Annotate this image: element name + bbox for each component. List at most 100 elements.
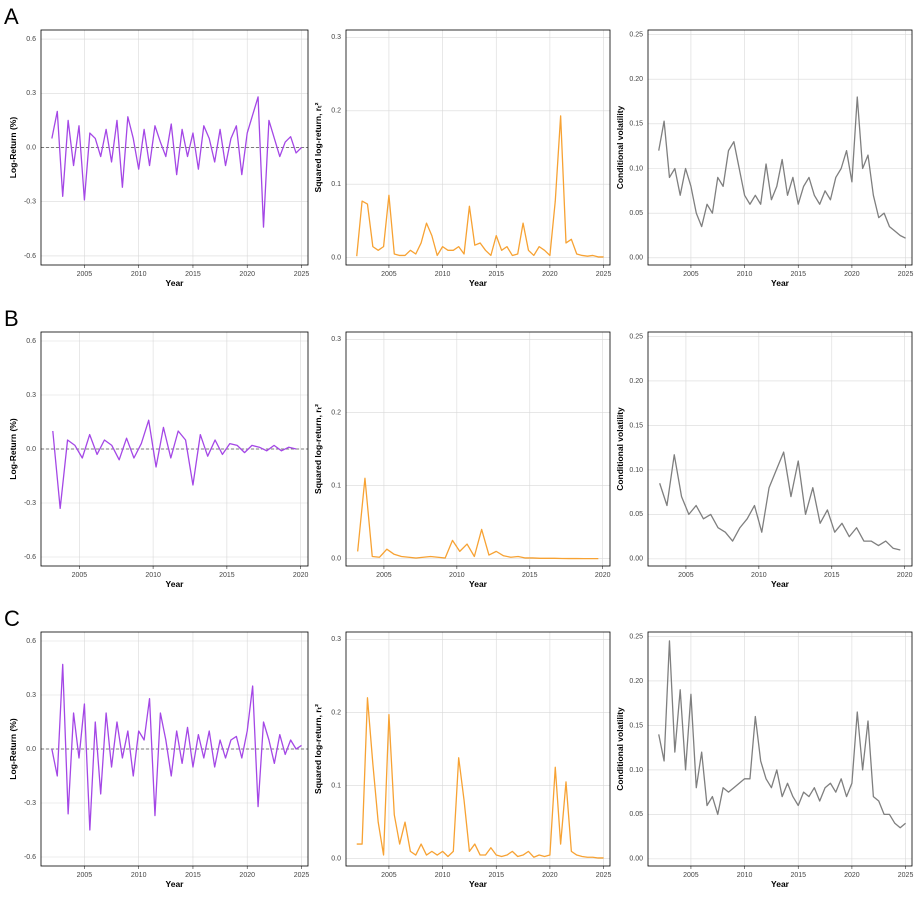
- row-label: C: [4, 606, 20, 631]
- row-label: A: [4, 4, 19, 29]
- y-tick-label: -0.3: [24, 199, 36, 206]
- data-line: [356, 697, 604, 859]
- y-tick-label: -0.6: [24, 253, 36, 260]
- y-axis-label: Log-Return (%): [8, 418, 18, 480]
- x-axis-label: Year: [469, 879, 488, 889]
- data-line: [52, 419, 297, 510]
- y-axis-label: Squared log-return, rₜ²: [313, 404, 323, 494]
- y-tick-label: 0.20: [629, 678, 643, 685]
- data-line: [659, 451, 901, 551]
- y-axis-label: Log-Return (%): [8, 718, 18, 780]
- y-tick-label: 0.25: [629, 31, 643, 38]
- y-axis-label: Conditional volatility: [615, 707, 625, 791]
- x-tick-label: 2020: [542, 271, 558, 278]
- plot-border: [40, 331, 309, 567]
- x-axis-label: Year: [469, 278, 488, 288]
- x-tick-label: 2025: [596, 271, 612, 278]
- x-tick-label: 2010: [131, 872, 147, 879]
- y-tick-label: 0.3: [26, 90, 36, 97]
- y-tick-label: 0.10: [629, 165, 643, 172]
- x-tick-label: 2005: [77, 271, 93, 278]
- plot-border: [345, 331, 611, 567]
- y-tick-label: 0.20: [629, 378, 643, 385]
- x-tick-label: 2020: [542, 872, 558, 879]
- x-tick-label: 2020: [844, 872, 860, 879]
- y-tick-label: 0.00: [629, 255, 643, 262]
- y-tick-label: 0.20: [629, 76, 643, 83]
- x-tick-label: 2015: [790, 872, 806, 879]
- x-tick-label: 2015: [488, 872, 504, 879]
- y-axis-label: Conditional volatility: [615, 407, 625, 491]
- y-axis-label: Conditional volatility: [615, 105, 625, 189]
- x-tick-label: 2005: [678, 572, 694, 579]
- y-tick-label: -0.6: [24, 554, 36, 561]
- x-tick-label: 2025: [294, 872, 310, 879]
- y-tick-label: 0.1: [331, 482, 341, 489]
- x-tick-label: 2015: [824, 572, 840, 579]
- y-tick-label: 0.05: [629, 511, 643, 518]
- x-tick-label: 2005: [77, 872, 93, 879]
- x-tick-label: 2015: [219, 572, 235, 579]
- x-tick-label: 2010: [131, 271, 147, 278]
- x-tick-label: 2010: [449, 572, 465, 579]
- y-tick-label: -0.3: [24, 500, 36, 507]
- y-tick-label: 0.00: [629, 856, 643, 863]
- y-tick-label: 0.10: [629, 467, 643, 474]
- y-tick-label: 0.2: [331, 409, 341, 416]
- x-tick-label: 2020: [239, 271, 255, 278]
- y-tick-label: 0.6: [26, 338, 36, 345]
- x-tick-label: 2010: [435, 271, 451, 278]
- x-axis-label: Year: [771, 278, 790, 288]
- x-axis-label: Year: [166, 879, 185, 889]
- x-tick-label: 2005: [381, 872, 397, 879]
- x-tick-label: 2025: [898, 872, 914, 879]
- plot-border: [345, 29, 611, 266]
- y-tick-label: 0.00: [629, 556, 643, 563]
- x-tick-label: 2010: [145, 572, 161, 579]
- x-tick-label: 2005: [683, 872, 699, 879]
- y-tick-label: 0.0: [331, 556, 341, 563]
- x-tick-label: 2010: [737, 872, 753, 879]
- y-tick-label: 0.05: [629, 210, 643, 217]
- x-axis-label: Year: [771, 579, 790, 589]
- x-tick-label: 2015: [522, 572, 538, 579]
- x-tick-label: 2025: [596, 872, 612, 879]
- y-tick-label: 0.25: [629, 633, 643, 640]
- x-tick-label: 2005: [376, 572, 392, 579]
- y-tick-label: 0.0: [26, 446, 36, 453]
- data-line: [658, 96, 906, 239]
- x-tick-label: 2020: [595, 572, 611, 579]
- data-line: [51, 663, 302, 831]
- x-tick-label: 2020: [844, 271, 860, 278]
- x-tick-label: 2010: [737, 271, 753, 278]
- y-axis-label: Squared log-return, rₜ²: [313, 102, 323, 192]
- data-line: [356, 115, 604, 258]
- x-tick-label: 2015: [185, 271, 201, 278]
- x-tick-label: 2015: [790, 271, 806, 278]
- x-tick-label: 2015: [488, 271, 504, 278]
- x-tick-label: 2005: [683, 271, 699, 278]
- x-tick-label: 2020: [293, 572, 309, 579]
- plot-border: [647, 331, 913, 567]
- y-tick-label: 0.15: [629, 121, 643, 128]
- y-tick-label: 0.25: [629, 333, 643, 340]
- y-tick-label: 0.0: [331, 856, 341, 863]
- data-line: [51, 96, 302, 228]
- x-tick-label: 2020: [239, 872, 255, 879]
- x-axis-label: Year: [166, 579, 185, 589]
- plot-border: [40, 631, 309, 867]
- y-tick-label: 0.3: [331, 636, 341, 643]
- y-axis-label: Log-Return (%): [8, 117, 18, 179]
- y-tick-label: 0.10: [629, 767, 643, 774]
- y-tick-label: -0.6: [24, 854, 36, 861]
- y-tick-label: 0.15: [629, 422, 643, 429]
- x-tick-label: 2005: [72, 572, 88, 579]
- y-tick-label: 0.2: [331, 709, 341, 716]
- y-tick-label: 0.3: [26, 692, 36, 699]
- y-tick-label: 0.2: [331, 108, 341, 115]
- x-tick-label: 2025: [294, 271, 310, 278]
- x-tick-label: 2010: [751, 572, 767, 579]
- y-tick-label: 0.6: [26, 638, 36, 645]
- x-tick-label: 2005: [381, 271, 397, 278]
